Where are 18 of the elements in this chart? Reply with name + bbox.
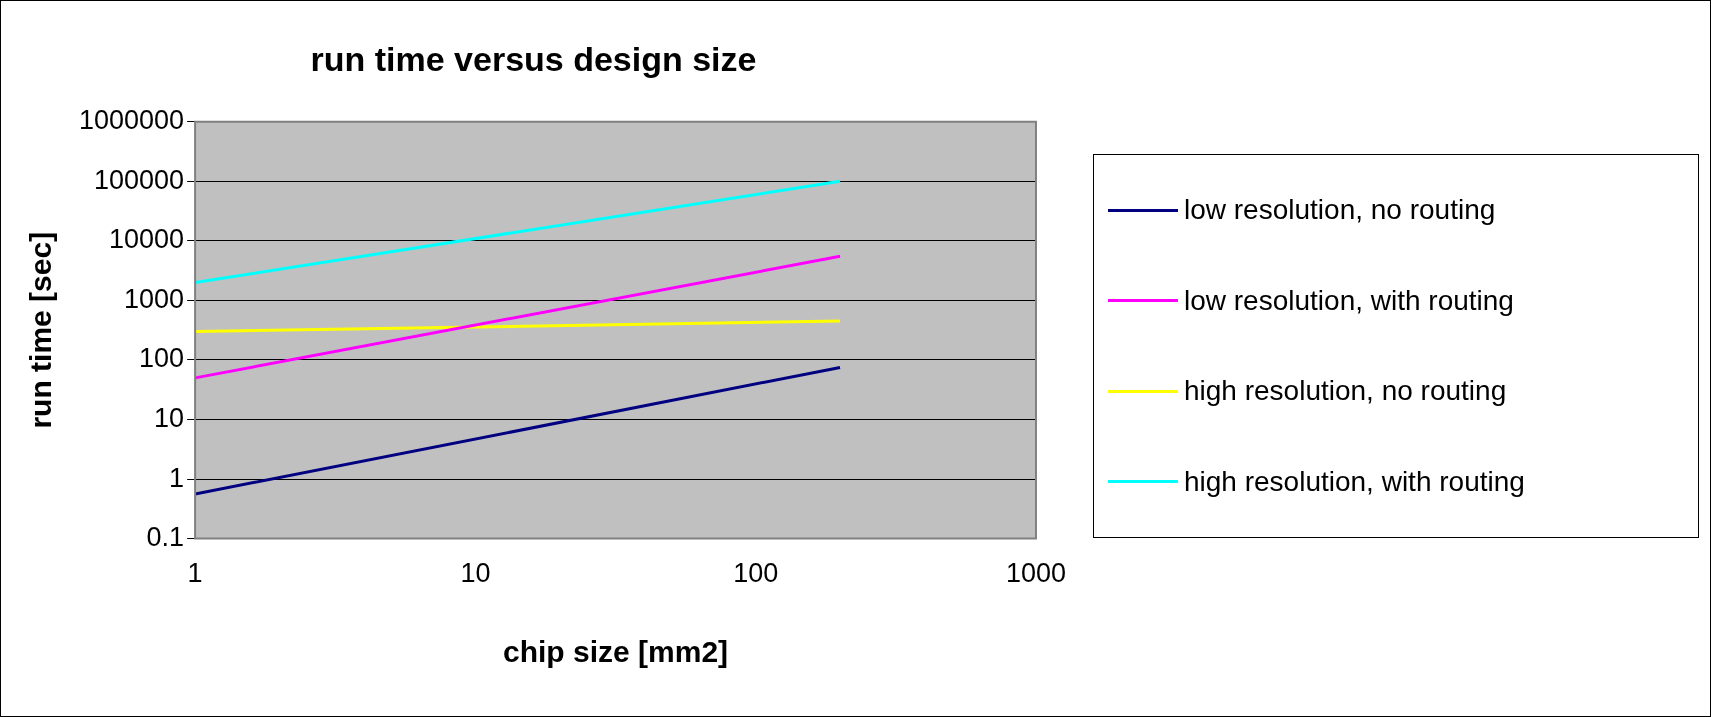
y-tick-label: 10000 [109, 224, 185, 255]
y-tick-label: 1000000 [78, 105, 185, 136]
legend-label: high resolution, with routing [1184, 465, 1525, 498]
y-tick-label: 10 [154, 402, 185, 433]
x-tick-label: 100 [733, 558, 779, 589]
y-tick-label: 1000 [124, 283, 185, 314]
y-axis-title: run time [sec] [24, 231, 58, 429]
legend-label: low resolution, no routing [1184, 194, 1496, 227]
y-tick-label: 0.1 [146, 522, 185, 553]
y-tick-label: 100 [139, 343, 185, 374]
y-tick-label: 100000 [94, 164, 185, 195]
x-tick-label: 1000 [1005, 558, 1067, 589]
y-tick-label: 1 [169, 462, 185, 493]
legend-label: high resolution, no routing [1184, 375, 1507, 408]
chart-title: run time versus design size [310, 39, 757, 78]
x-axis-title: chip size [mm2] [503, 635, 729, 669]
x-tick-label: 10 [460, 558, 491, 589]
legend-label: low resolution, with routing [1184, 284, 1514, 317]
